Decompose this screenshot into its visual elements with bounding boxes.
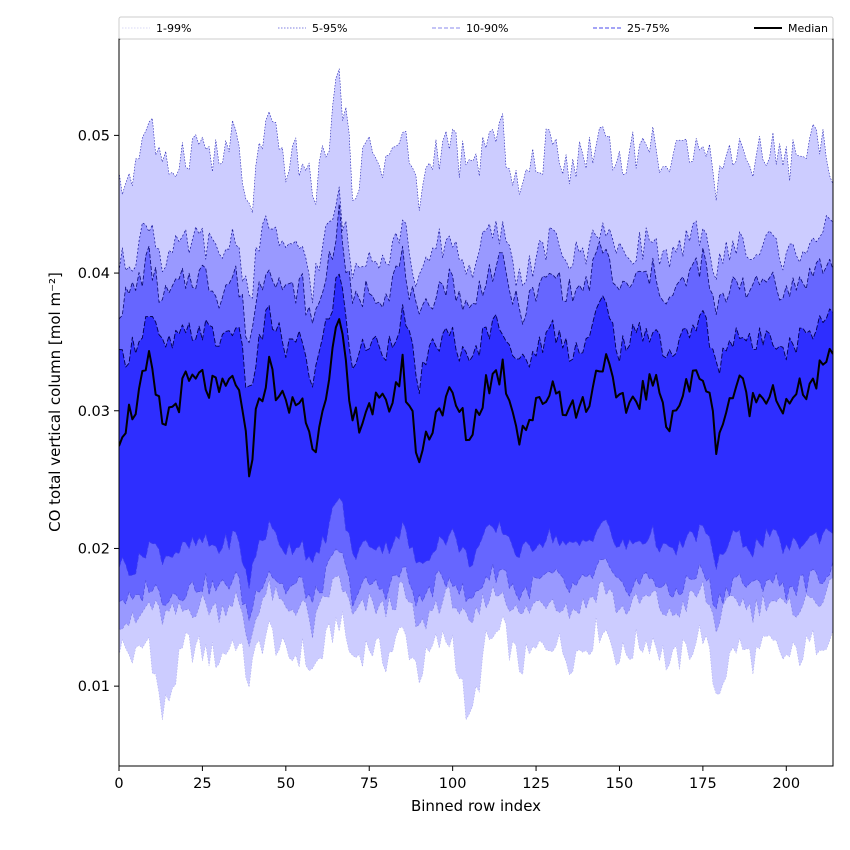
bands-layer xyxy=(119,68,833,720)
p1-line xyxy=(119,611,833,720)
p99-line xyxy=(119,68,833,213)
x-tick-label: 25 xyxy=(193,776,211,792)
x-tick-label: 200 xyxy=(772,776,800,792)
legend-label: Median xyxy=(788,22,828,35)
band-25-75 xyxy=(119,274,833,589)
x-tick-label: 125 xyxy=(522,776,550,792)
y-tick-label: 0.04 xyxy=(78,266,110,282)
median-line xyxy=(119,318,833,478)
legend-label: 5-95% xyxy=(312,22,347,35)
x-tick-label: 50 xyxy=(277,776,295,792)
y-tick-label: 0.01 xyxy=(78,679,110,695)
y-tick-label: 0.03 xyxy=(78,404,110,420)
x-tick-label: 100 xyxy=(439,776,467,792)
y-axis-title: CO total vertical column [mol m⁻²] xyxy=(46,272,64,532)
legend: 1-99% 5-95% 10-90% 25-75% Median xyxy=(118,16,834,40)
p10-line xyxy=(119,548,833,621)
x-tick-label: 0 xyxy=(114,776,123,792)
x-axis: 0 25 50 75 100 125 150 175 200 xyxy=(114,766,800,792)
p90-line xyxy=(119,203,833,344)
p75-line xyxy=(119,273,833,395)
x-axis-title: Binned row index xyxy=(411,797,541,815)
legend-label: 25-75% xyxy=(627,22,669,35)
y-axis: 0.01 0.02 0.03 0.04 0.05 xyxy=(78,128,119,695)
y-tick-label: 0.02 xyxy=(78,541,110,557)
x-tick-label: 150 xyxy=(606,776,634,792)
lines-layer xyxy=(119,68,833,720)
x-tick-label: 75 xyxy=(360,776,378,792)
p25-line xyxy=(119,497,833,589)
legend-frame xyxy=(118,16,834,40)
x-tick-label: 175 xyxy=(689,776,717,792)
legend-label: 10-90% xyxy=(466,22,508,35)
y-tick-label: 0.05 xyxy=(78,128,110,144)
legend-label: 1-99% xyxy=(156,22,191,35)
